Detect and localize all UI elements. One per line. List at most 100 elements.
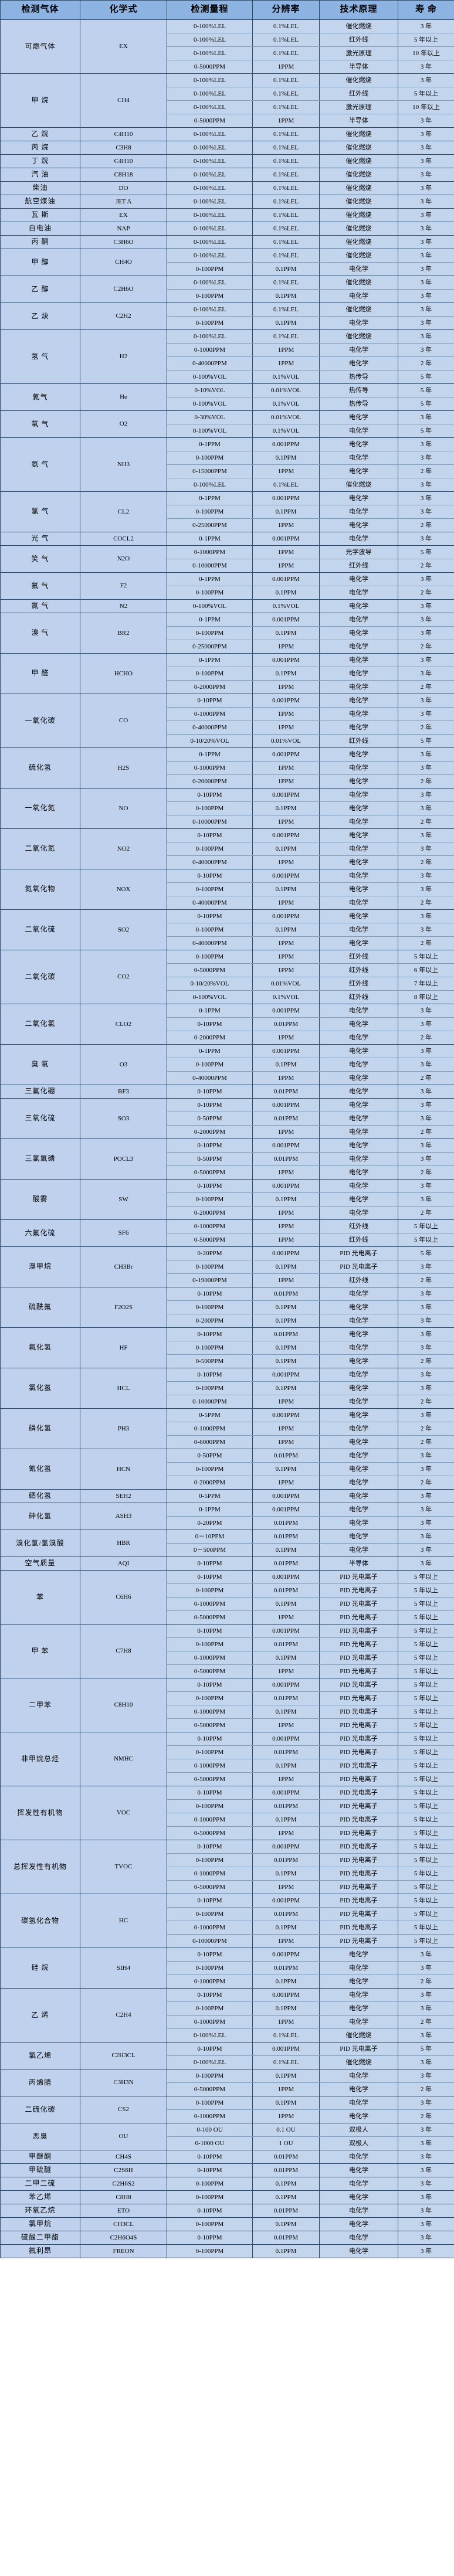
technology-principle-cell: 光学波导 [319, 545, 398, 559]
detection-range-cell: 0-10000PPM [167, 559, 253, 573]
chemical-formula-cell: DO [80, 181, 167, 195]
resolution-cell: 1PPM [252, 1206, 320, 1220]
technology-principle-cell: 半导体 [319, 114, 398, 128]
resolution-cell: 1PPM [252, 1395, 320, 1409]
lifespan-cell: 2 年 [398, 855, 454, 869]
technology-principle-cell: 电化学 [319, 1300, 398, 1314]
table-row: 0-10/20%VOL 0.01%VOL 红外线 5 年 [1, 734, 454, 748]
table-row: 氯乙烯 C2H3CL 0-10PPM 0.001PPM PID 光电离子 5 年 [0, 2042, 454, 2069]
technology-principle-cell: 双极人 [319, 2123, 398, 2137]
lifespan-cell: 3 年 [398, 168, 454, 182]
table-row: 0-100%VOL 0.1%VOL 热传导 5 年 [1, 370, 454, 384]
resolution-cell: 0.1%LEL [252, 141, 320, 155]
technology-principle-cell: 电化学 [319, 909, 398, 923]
resolution-cell: 0.001PPM [252, 1948, 320, 1962]
lifespan-cell: 2 年 [398, 586, 454, 600]
technology-principle-cell: 电化学 [319, 586, 398, 600]
gas-name-cell: 柴油 [0, 181, 80, 195]
detection-range-cell: 0-100PPM [167, 289, 253, 303]
chemical-formula-cell: C8H18 [80, 168, 167, 182]
gas-name-cell: 甲 烷 [0, 73, 80, 128]
resolution-cell: 1PPM [252, 464, 320, 478]
lifespan-cell: 3 年 [398, 2177, 454, 2191]
chemical-formula-cell: PH3 [80, 1408, 167, 1449]
table-row: 航空煤油 JET A 0-100%LEL 0.1%LEL 催化燃烧 3 年 [0, 195, 454, 209]
resolution-cell: 0.001PPM [252, 653, 320, 667]
table-row: 氟利昂 FREON 0-100PPM 0.1PPM 电化学 3 年 [0, 2244, 454, 2258]
technology-principle-cell: 红外线 [319, 1273, 398, 1287]
table-row: 二氧化氯 CLO2 0-1PPM 0.001PPM 电化学 3 年 [0, 1004, 454, 1045]
lifespan-cell: 3 年 [398, 2123, 454, 2137]
resolution-cell: 0.01%VOL [252, 410, 320, 424]
detection-range-cell: 0-100PPM [167, 586, 253, 600]
technology-principle-cell: 电化学 [319, 694, 398, 708]
detection-range-cell: 0-1PPM [167, 613, 253, 627]
gas-name-cell: 乙 醇 [0, 276, 80, 303]
chemical-formula-cell: CO [80, 694, 167, 748]
technology-principle-cell: 电化学 [319, 1125, 398, 1139]
technology-principle-cell: 电化学 [319, 923, 398, 937]
detection-range-cell: 0-1PPM [167, 532, 253, 546]
gas-name-cell: 可燃气体 [0, 19, 80, 74]
detection-range-cell: 0-100PPM [167, 451, 253, 465]
table-row: 0-40000PPM 1PPM 电化学 2 年 [1, 855, 454, 869]
resolution-cell: 0.1PPM [252, 2190, 320, 2204]
gas-name-cell: 空气质量 [0, 1557, 80, 1571]
detection-range-cell: 0-10PPM [167, 828, 253, 842]
resolution-cell: 0.1%LEL [252, 46, 320, 60]
gas-name-cell: 溴 气 [0, 613, 80, 654]
resolution-cell: 0.001PPM [252, 491, 320, 505]
detection-range-cell: 0-30%VOL [167, 410, 253, 424]
table-row: 0-100PPM 0.1PPM 电化学 3 年 [1, 626, 454, 640]
technology-principle-cell: 催化燃烧 [319, 208, 398, 222]
lifespan-cell: 3 年 [398, 289, 454, 303]
detection-range-cell: 0-5000PPM [167, 1233, 253, 1247]
technology-principle-cell: 电化学 [319, 2244, 398, 2258]
detection-range-cell: 0-100%LEL [167, 222, 253, 236]
resolution-cell: 0.1%LEL [252, 2028, 320, 2043]
table-row: 0-100PPM 0.1PPM 电化学 3 年 [1, 1462, 454, 1476]
detection-range-cell: 0-100PPM [167, 1192, 253, 1207]
technology-principle-cell: 电化学 [319, 410, 398, 424]
chemical-formula-cell: F2 [80, 572, 167, 600]
chemical-formula-cell: NO [80, 788, 167, 829]
technology-principle-cell: 红外线 [319, 33, 398, 47]
resolution-cell: 0.01PPM [252, 2231, 320, 2245]
table-row: 0-100PPM 0.01PPM 电化学 3 年 [1, 1961, 454, 1975]
resolution-cell: 0.1PPM [252, 316, 320, 330]
table-row: 0-5000PPM 1PPM PID 光电离子 5 年以上 [1, 1610, 454, 1625]
technology-principle-cell: PID 光电离子 [319, 1583, 398, 1598]
detection-range-cell: 0-100%VOL [167, 397, 253, 411]
table-row: 可燃气体 EX 0-100%LEL 0.1%LEL 催化燃烧 3 年 [0, 19, 454, 74]
gas-name-cell: 氟利昂 [0, 2244, 80, 2258]
table-row: 0-100PPM 0.1PPM 电化学 3 年 [1, 1058, 454, 1072]
chemical-formula-cell: C8H10 [80, 1678, 167, 1732]
detection-range-cell: 0-10PPM [167, 1840, 253, 1854]
resolution-cell: 0.1PPM [252, 1975, 320, 1989]
detection-range-cell: 0-25000PPM [167, 640, 253, 654]
header-technology-principle: 技术原理 [319, 0, 398, 20]
lifespan-cell: 3 年 [398, 1489, 454, 1503]
technology-principle-cell: PID 光电离子 [319, 1637, 398, 1651]
resolution-cell: 0.1PPM [252, 1759, 320, 1773]
resolution-cell: 1PPM [252, 680, 320, 694]
technology-principle-cell: 电化学 [319, 262, 398, 276]
lifespan-cell: 3 年 [398, 114, 454, 128]
technology-principle-cell: 电化学 [319, 2150, 398, 2164]
detection-range-cell: 0-40000PPM [167, 356, 253, 371]
chemical-formula-cell: CH4 [80, 73, 167, 128]
technology-principle-cell: 电化学 [319, 1287, 398, 1301]
detection-range-cell: 0-5PPM [167, 1489, 253, 1503]
lifespan-cell: 3 年 [398, 1152, 454, 1166]
resolution-cell: 1PPM [252, 1165, 320, 1180]
detection-range-cell: 0-1000PPM [167, 761, 253, 775]
lifespan-cell: 3 年 [398, 599, 454, 613]
detection-range-cell: 0-5000PPM [167, 1772, 253, 1786]
table-row: 二氧化碳 CO2 0-100PPM 1PPM 红外线 5 年以上 [0, 950, 454, 1004]
technology-principle-cell: 电化学 [319, 2190, 398, 2204]
chemical-formula-cell: HF [80, 1327, 167, 1368]
resolution-cell: 0.01%VOL [252, 734, 320, 748]
detection-range-cell: 0－500PPM [167, 1543, 253, 1557]
lifespan-cell: 3 年 [398, 141, 454, 155]
lifespan-cell: 3 年 [398, 572, 454, 586]
